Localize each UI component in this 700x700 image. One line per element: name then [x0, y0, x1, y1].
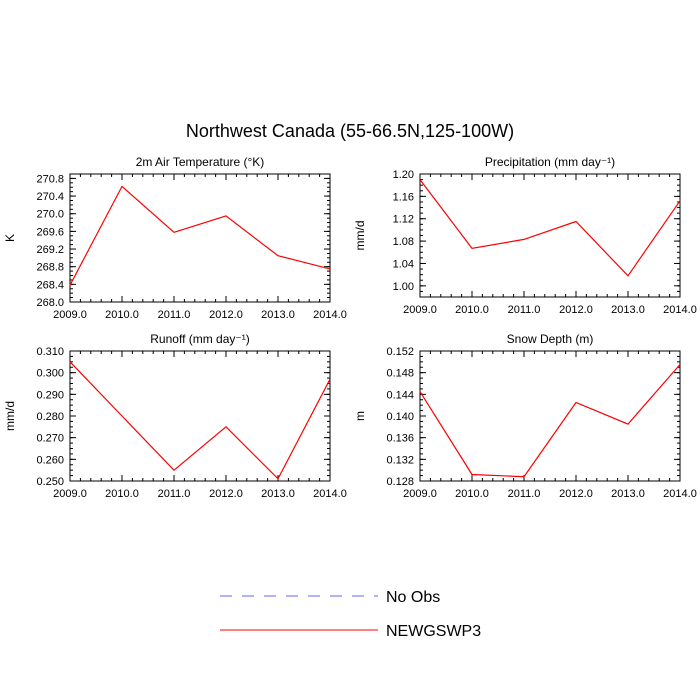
- x-tick-label: 2013.0: [261, 309, 295, 321]
- x-tick-label: 2011.0: [508, 488, 541, 500]
- x-tick-label: 2013.0: [261, 488, 295, 500]
- y-tick-label: 269.2: [36, 244, 64, 256]
- series-line-newgswp3: [69, 185, 331, 286]
- y-tick-label: 0.300: [36, 368, 64, 380]
- x-tick-label: 2009.0: [403, 488, 437, 500]
- x-tick-label: 2010.0: [105, 488, 139, 500]
- panel-title: Runoff (mm day⁻¹): [150, 332, 249, 346]
- x-tick-label: 2014.0: [663, 304, 697, 316]
- y-tick-label: 1.20: [393, 169, 414, 181]
- panel-2: Precipitation (mm day⁻¹) mm/d 1.00 1.04 1.08…: [353, 155, 697, 316]
- panel-title: Precipitation (mm day⁻¹): [485, 155, 615, 169]
- x-tick-label: 2014.0: [313, 309, 347, 321]
- y-axis-label: mm/d: [353, 221, 367, 251]
- y-axis-label: mm/d: [3, 401, 17, 431]
- y-tick-label: 268.8: [36, 262, 64, 274]
- series-line-newgswp3: [69, 361, 331, 480]
- x-tick-label: 2012.0: [559, 304, 593, 316]
- y-tick-label: 0.290: [36, 389, 64, 401]
- y-tick-label: 269.6: [36, 226, 64, 238]
- panel-4: Snow Depth (m) m 0.128 0.132 0.136 0.140 0.144…: [353, 332, 697, 500]
- panels: 2m Air Temperature (°K) K 268.0 268.4 268.8 2…: [3, 155, 697, 500]
- y-tick-label: 0.310: [36, 346, 64, 358]
- y-tick-label: 1.04: [393, 258, 414, 270]
- y-tick-label: 0.132: [386, 454, 414, 466]
- panel-title: 2m Air Temperature (°K): [136, 155, 265, 169]
- panel-1: 2m Air Temperature (°K) K 268.0 268.4 268.8 2…: [3, 155, 347, 321]
- figure-title: Northwest Canada (55-66.5N,125-100W): [186, 121, 514, 141]
- x-tick-label: 2009.0: [53, 488, 87, 500]
- x-tick-label: 2009.0: [53, 309, 87, 321]
- x-tick-label: 2012.0: [209, 309, 243, 321]
- legend-label-2: NEWGSWP3: [386, 623, 481, 640]
- x-tick-label: 2014.0: [313, 488, 347, 500]
- y-tick-label: 268.4: [36, 279, 64, 291]
- y-tick-label: 0.148: [386, 368, 414, 380]
- y-tick-label: 1.12: [393, 214, 414, 226]
- y-tick-label: 0.152: [386, 346, 414, 358]
- y-tick-label: 0.136: [386, 433, 414, 445]
- x-tick-label: 2012.0: [209, 488, 243, 500]
- x-tick-label: 2011.0: [508, 304, 541, 316]
- x-tick-label: 2013.0: [611, 488, 645, 500]
- panel-3: Runoff (mm day⁻¹) mm/d 0.250 0.260 0.270 0.28…: [3, 332, 347, 500]
- y-tick-label: 0.144: [386, 389, 414, 401]
- x-tick-label: 2011.0: [158, 488, 191, 500]
- x-tick-label: 2009.0: [403, 304, 437, 316]
- x-tick-label: 2010.0: [455, 304, 489, 316]
- x-tick-label: 2012.0: [559, 488, 593, 500]
- x-tick-label: 2011.0: [158, 309, 191, 321]
- legend: No Obs NEWGSWP3: [220, 589, 481, 640]
- x-tick-label: 2010.0: [105, 309, 139, 321]
- y-tick-label: 270.0: [36, 209, 64, 221]
- panel-title: Snow Depth (m): [507, 332, 594, 346]
- x-tick-label: 2014.0: [663, 488, 697, 500]
- y-tick-label: 268.0: [36, 297, 64, 309]
- x-tick-label: 2013.0: [611, 304, 645, 316]
- x-tick-label: 2010.0: [455, 488, 489, 500]
- y-tick-label: 1.16: [393, 191, 414, 203]
- y-tick-label: 270.8: [36, 173, 64, 185]
- y-tick-label: 0.280: [36, 411, 64, 423]
- y-axis-label: m: [353, 411, 367, 421]
- y-axis-label: K: [3, 234, 17, 242]
- y-tick-label: 0.270: [36, 433, 64, 445]
- series-line-newgswp3: [419, 364, 681, 478]
- y-tick-label: 1.08: [393, 236, 414, 248]
- series-line-newgswp3: [419, 179, 681, 277]
- y-tick-label: 270.4: [36, 191, 64, 203]
- y-tick-label: 1.00: [393, 281, 414, 293]
- y-tick-label: 0.260: [36, 454, 64, 466]
- plot-frame: [69, 173, 331, 303]
- y-tick-label: 0.140: [386, 411, 414, 423]
- legend-label-1: No Obs: [386, 589, 440, 606]
- y-tick-label: 0.128: [386, 476, 414, 488]
- y-tick-label: 0.250: [36, 476, 64, 488]
